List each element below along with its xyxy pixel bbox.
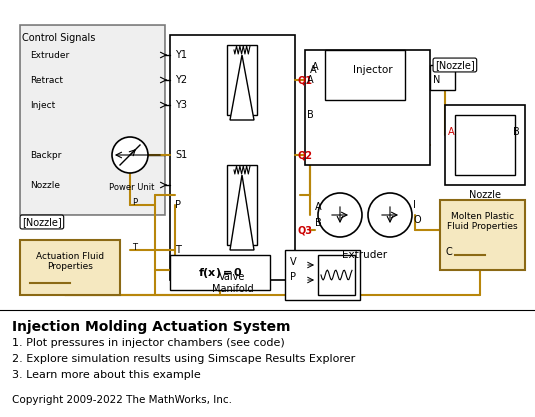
Text: $\mathbf{f(x) = 0}$: $\mathbf{f(x) = 0}$ (197, 266, 242, 279)
Text: A: A (310, 65, 317, 75)
Text: N: N (433, 75, 440, 85)
Text: 3. Learn more about this example: 3. Learn more about this example (12, 370, 201, 380)
Text: B: B (513, 127, 519, 137)
Polygon shape (230, 55, 254, 120)
Bar (227, 45, 257, 115)
Text: C: C (445, 247, 452, 257)
Text: V: V (290, 257, 296, 267)
Text: Nozzle: Nozzle (469, 190, 501, 200)
Text: Q1: Q1 (297, 75, 312, 85)
Text: Power Unit: Power Unit (109, 183, 155, 192)
Text: A: A (448, 127, 455, 137)
Bar (445, 105, 525, 185)
Text: [Nozzle]: [Nozzle] (435, 60, 475, 70)
Bar (440, 200, 525, 270)
Text: Q2: Q2 (297, 150, 312, 160)
Text: Inject: Inject (30, 100, 55, 110)
Text: Y2: Y2 (175, 75, 187, 85)
Text: P: P (175, 200, 181, 210)
Bar (318, 255, 355, 295)
Text: Q3: Q3 (297, 225, 312, 235)
Circle shape (318, 193, 362, 237)
Text: Extruder: Extruder (30, 50, 69, 60)
Text: Retract: Retract (30, 75, 63, 85)
Text: Valve
Manifold: Valve Manifold (212, 272, 253, 294)
Bar (20, 25, 165, 215)
Text: Y3: Y3 (175, 100, 187, 110)
Circle shape (368, 193, 412, 237)
Bar (430, 65, 455, 90)
Text: Injection Molding Actuation System: Injection Molding Actuation System (12, 320, 291, 334)
Bar (0, 0, 535, 310)
Text: O: O (413, 215, 421, 225)
Bar (305, 50, 430, 165)
Text: Nozzle: Nozzle (30, 181, 60, 189)
Polygon shape (230, 175, 254, 250)
Text: A: A (312, 62, 319, 72)
Text: A: A (307, 75, 314, 85)
Bar (455, 115, 515, 175)
Text: Injector: Injector (353, 65, 392, 75)
Text: 2. Explore simulation results using Simscape Results Explorer: 2. Explore simulation results using Sims… (12, 354, 355, 364)
Text: Control Signals: Control Signals (22, 33, 95, 43)
Text: B: B (307, 110, 314, 120)
Text: T: T (132, 243, 137, 252)
Text: Actuation Fluid
Properties: Actuation Fluid Properties (36, 252, 104, 271)
Text: I: I (413, 200, 416, 210)
Text: Extruder: Extruder (342, 250, 387, 260)
Bar (325, 50, 405, 100)
Bar (227, 165, 257, 245)
Bar (285, 250, 360, 300)
Text: Copyright 2009-2022 The MathWorks, Inc.: Copyright 2009-2022 The MathWorks, Inc. (12, 395, 232, 405)
Circle shape (112, 137, 148, 173)
Bar (170, 255, 270, 290)
Text: [Nozzle]: [Nozzle] (22, 217, 62, 227)
Bar (170, 35, 295, 280)
Text: S1: S1 (175, 150, 187, 160)
Bar (20, 240, 120, 295)
Text: P: P (132, 198, 137, 207)
Text: Y1: Y1 (175, 50, 187, 60)
Text: P: P (290, 272, 296, 282)
Text: A: A (315, 202, 322, 212)
Text: Molten Plastic
Fluid Properties: Molten Plastic Fluid Properties (447, 212, 518, 231)
Text: 1. Plot pressures in injector chambers (see code): 1. Plot pressures in injector chambers (… (12, 338, 285, 348)
Text: T: T (175, 245, 181, 255)
Text: B: B (315, 218, 322, 228)
Text: Backpr: Backpr (30, 151, 62, 159)
